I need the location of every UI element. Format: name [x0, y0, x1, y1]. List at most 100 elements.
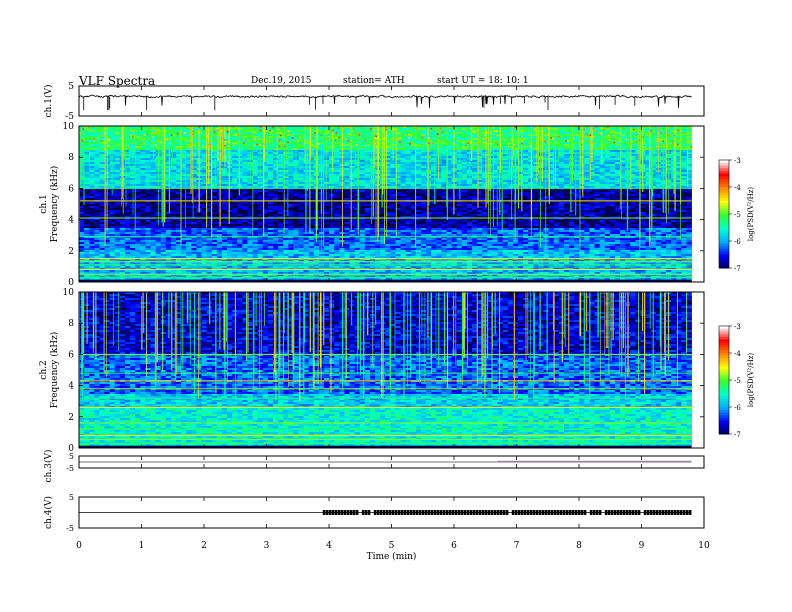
s1-cell: [145, 166, 151, 169]
s1-cell: [558, 146, 565, 149]
s1-cell: [681, 154, 687, 157]
s1-cell: [446, 138, 452, 141]
s1-cell: [604, 164, 611, 167]
s1-cell: [395, 136, 401, 139]
s1-cell: [150, 168, 156, 171]
s1-cell: [272, 126, 279, 129]
s1-cell: [548, 154, 555, 157]
s1-cell: [237, 138, 243, 141]
s1-cell: [247, 154, 253, 157]
s1-cell: [242, 164, 248, 167]
s1-cell: [181, 140, 187, 143]
s1-cell: [359, 144, 366, 147]
s1-cell: [569, 128, 575, 131]
s1-cell: [410, 140, 417, 143]
s1-cell: [686, 136, 692, 139]
s1-cell: [569, 142, 575, 145]
s1-cell: [553, 152, 560, 155]
s1-cell: [405, 144, 412, 147]
s1-cell: [267, 142, 274, 145]
s1-cell: [354, 148, 361, 151]
s1-cell: [135, 160, 141, 163]
s1-cell: [165, 160, 172, 163]
s1-cell: [237, 156, 243, 159]
s1-cell: [686, 148, 692, 151]
s1-cell: [140, 164, 146, 167]
s1-cell: [206, 170, 213, 173]
s1-cell: [507, 132, 514, 135]
s1-cell: [227, 126, 233, 129]
s1-cell: [252, 140, 259, 143]
s1-cell: [349, 132, 356, 135]
s1-cell: [201, 144, 207, 147]
s1-cell: [94, 168, 100, 171]
s1-cell: [89, 158, 95, 161]
s1-cell: [681, 152, 687, 155]
s1-cell: [569, 130, 575, 133]
s1-cell: [446, 166, 452, 169]
s1-cell: [124, 150, 131, 153]
s1-cell: [676, 136, 682, 139]
s1-cell: [272, 142, 279, 145]
s1-cell: [645, 138, 652, 141]
s1-cell: [242, 140, 248, 143]
s1-cell: [278, 126, 284, 129]
s1-cell: [477, 146, 483, 149]
s1-cell: [441, 126, 447, 129]
s1-cell: [186, 168, 192, 171]
s1-cell: [441, 140, 447, 143]
s1-cell: [344, 160, 350, 163]
s1-cell: [140, 162, 146, 165]
s1-cell: [191, 136, 197, 139]
s1-cell: [124, 140, 131, 143]
s1-cell: [446, 132, 452, 135]
s1-cell: [686, 138, 692, 141]
s1-cell: [686, 152, 692, 155]
s1-cell: [431, 130, 437, 133]
s1-cell: [308, 156, 315, 159]
s1-cell: [349, 136, 356, 139]
s1-cell: [482, 168, 488, 171]
s1-cell: [124, 170, 131, 173]
s1-cell: [415, 128, 422, 131]
s1-cell: [395, 148, 401, 151]
s1-cell: [461, 170, 468, 173]
s1-cell: [232, 148, 238, 151]
s1-cell: [502, 148, 509, 151]
s1-cell: [237, 142, 243, 145]
s1-cell: [543, 148, 549, 151]
s1-cell: [135, 158, 141, 161]
station-label: station= ATH: [343, 76, 405, 86]
s1-cell: [94, 130, 100, 133]
s1-cell: [441, 146, 447, 149]
s1-cell: [614, 160, 621, 163]
s1-cell: [635, 170, 641, 173]
s1-cell: [349, 162, 356, 165]
s1-cell: [237, 162, 243, 165]
s1-cell: [620, 138, 626, 141]
s1-cell: [431, 154, 437, 157]
s1-cell: [482, 150, 488, 153]
s1-cell: [165, 170, 172, 173]
s1-cell: [165, 144, 172, 147]
s1-cell: [175, 172, 182, 175]
s1-cell: [420, 128, 427, 131]
s1-cell: [201, 150, 207, 153]
s1-cell: [211, 128, 218, 131]
s1-cell: [395, 170, 401, 173]
s1-cell: [492, 144, 498, 147]
s1-cell: [533, 170, 539, 173]
s1-cell: [206, 158, 213, 161]
s1-cell: [145, 148, 151, 151]
s1-cell: [461, 158, 468, 161]
s1-cell: [344, 140, 350, 143]
s1-cell: [247, 172, 253, 175]
s1-cell: [563, 166, 570, 169]
s1-cell: [477, 152, 483, 155]
s1-cell: [645, 164, 652, 167]
s1-cell: [405, 140, 412, 143]
s1-cell: [84, 130, 90, 133]
s1-cell: [594, 170, 601, 173]
s1-cell: [344, 162, 350, 165]
s1-cell: [227, 146, 233, 149]
